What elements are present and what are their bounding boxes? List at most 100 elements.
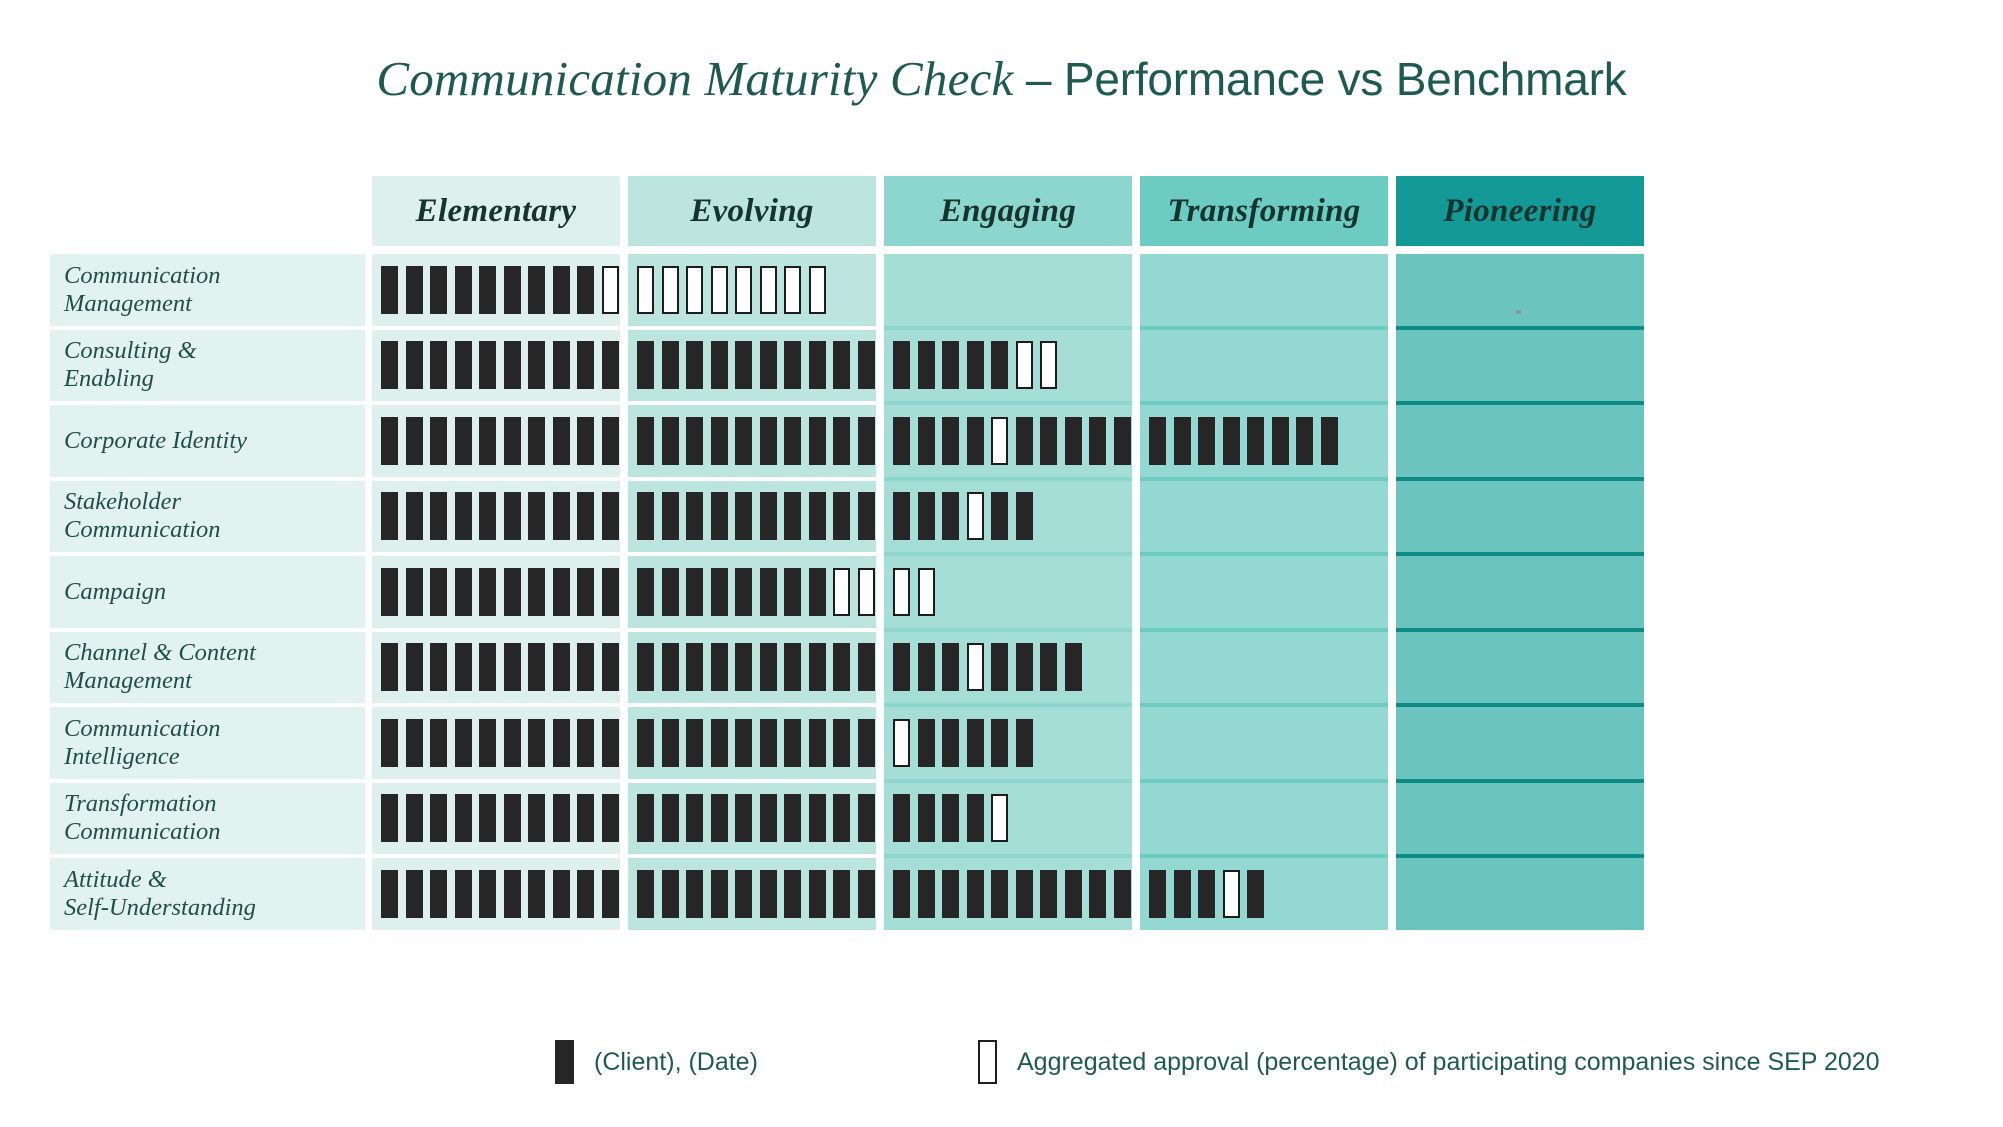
matrix-cell[interactable] <box>1140 707 1388 779</box>
matrix-cell[interactable] <box>1140 329 1388 401</box>
tick-client <box>759 869 777 918</box>
matrix-cell[interactable] <box>372 556 620 628</box>
matrix-cell[interactable] <box>884 782 1132 854</box>
row-label[interactable]: Communication Intelligence <box>50 707 365 779</box>
matrix-cell[interactable] <box>372 405 620 477</box>
tick-client <box>661 567 679 616</box>
matrix-cell[interactable] <box>884 480 1132 552</box>
row-label[interactable]: Corporate Identity <box>50 405 365 477</box>
matrix-cell[interactable] <box>1396 556 1644 628</box>
tick-client <box>661 718 679 767</box>
tick-client <box>430 341 447 390</box>
tick-client <box>942 341 959 390</box>
tick-client <box>808 869 826 918</box>
matrix-cell[interactable] <box>1140 556 1388 628</box>
tick-client <box>405 794 423 843</box>
matrix-cell[interactable] <box>628 782 876 854</box>
row-label[interactable]: Attitude & Self-Understanding <box>50 858 365 930</box>
matrix-cell[interactable] <box>628 556 876 628</box>
matrix-cell[interactable] <box>372 329 620 401</box>
row-divider <box>1396 778 1644 783</box>
tick-client <box>710 341 728 390</box>
matrix-cell[interactable] <box>628 707 876 779</box>
matrix-cell[interactable] <box>1140 858 1388 930</box>
tick-client <box>637 567 654 616</box>
matrix-cell[interactable] <box>1396 405 1644 477</box>
row-divider <box>1140 325 1388 330</box>
column-header-transforming[interactable]: Transforming <box>1140 176 1388 246</box>
tick-client <box>893 794 910 843</box>
row-label[interactable]: Channel & Content Management <box>50 631 365 703</box>
tick-client <box>601 567 619 616</box>
tick-client <box>503 567 521 616</box>
column-header-engaging[interactable]: Engaging <box>884 176 1132 246</box>
matrix-cell[interactable] <box>1396 254 1644 326</box>
column-header-pioneering[interactable]: Pioneering <box>1396 176 1644 246</box>
tick-client <box>966 416 984 465</box>
matrix-cell[interactable] <box>628 254 876 326</box>
tick-benchmark <box>833 567 850 616</box>
tick-client <box>528 492 545 541</box>
page-title-serif: Communication Maturity Check <box>376 51 1026 106</box>
row-divider <box>884 401 1132 405</box>
matrix-cell[interactable] <box>884 405 1132 477</box>
matrix-cell[interactable] <box>372 858 620 930</box>
tick-client <box>637 718 654 767</box>
matrix-cell[interactable] <box>372 631 620 703</box>
matrix-cell[interactable] <box>1140 254 1388 326</box>
matrix-cell[interactable] <box>372 480 620 552</box>
matrix-cell[interactable] <box>372 254 620 326</box>
matrix-cell[interactable] <box>628 858 876 930</box>
matrix-cell[interactable] <box>628 405 876 477</box>
tick-client <box>577 869 594 918</box>
matrix-cell[interactable] <box>1140 631 1388 703</box>
row-label[interactable]: Consulting & Enabling <box>50 329 365 401</box>
matrix-cell[interactable] <box>628 329 876 401</box>
row-label[interactable]: Transformation Communication <box>50 782 365 854</box>
matrix-cell[interactable] <box>372 782 620 854</box>
matrix-cell[interactable] <box>884 254 1132 326</box>
matrix-cell[interactable] <box>1140 405 1388 477</box>
column-header-evolving[interactable]: Evolving <box>628 176 876 246</box>
tick-client <box>503 794 521 843</box>
row-label-line1: Transformation <box>64 790 217 818</box>
matrix-cell[interactable] <box>1140 782 1388 854</box>
tick-client <box>528 794 545 843</box>
row-label[interactable]: Stakeholder Communication <box>50 480 365 552</box>
matrix-cell[interactable] <box>884 858 1132 930</box>
matrix-cell[interactable] <box>884 707 1132 779</box>
matrix-cell[interactable] <box>884 556 1132 628</box>
legend-item-benchmark: Aggregated approval (percentage) of part… <box>978 1040 1880 1084</box>
tick-client <box>1198 869 1215 918</box>
tick-client <box>454 718 472 767</box>
matrix-cell[interactable] <box>372 707 620 779</box>
tick-client <box>893 341 910 390</box>
matrix-cell[interactable] <box>628 631 876 703</box>
row-label[interactable]: Campaign <box>50 556 365 628</box>
matrix-cell[interactable] <box>1396 707 1644 779</box>
matrix-cell[interactable] <box>1140 480 1388 552</box>
maturity-grid: Elementary Evolving Engaging Transforming Pi… <box>50 176 1960 934</box>
row-label-line1: Campaign <box>64 577 167 605</box>
matrix-cell[interactable] <box>628 480 876 552</box>
column-header-elementary[interactable]: Elementary <box>372 176 620 246</box>
matrix-cell[interactable] <box>1396 329 1644 401</box>
matrix-cell[interactable] <box>1396 480 1644 552</box>
matrix-cell[interactable] <box>1396 631 1644 703</box>
tick-client <box>454 492 472 541</box>
matrix-cell[interactable] <box>1396 782 1644 854</box>
matrix-row: Communication Management <box>50 254 1960 326</box>
tick-client <box>479 492 496 541</box>
tick-client <box>917 643 935 692</box>
matrix-cell[interactable] <box>884 329 1132 401</box>
tick-client <box>833 718 850 767</box>
row-label[interactable]: Communication Management <box>50 254 365 326</box>
tick-client <box>917 869 935 918</box>
matrix-cell[interactable] <box>884 631 1132 703</box>
row-label-line2: Communication <box>64 516 221 544</box>
row-divider <box>1396 401 1644 405</box>
tick-client <box>1015 416 1033 465</box>
matrix-cell[interactable] <box>1396 858 1644 930</box>
tick-client <box>942 869 959 918</box>
tick-client <box>1113 869 1131 918</box>
